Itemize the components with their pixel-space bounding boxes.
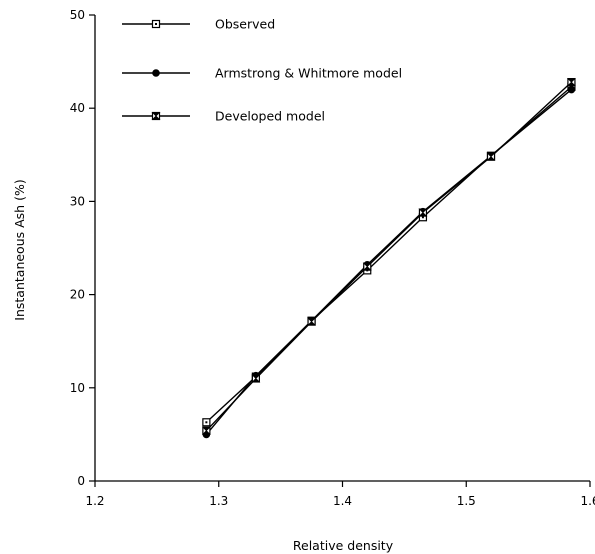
y-tick-label: 30	[70, 194, 85, 208]
observed-marker-dot	[155, 23, 157, 25]
armstrong-whitmore-series-line	[205, 89, 572, 435]
x-axis-title: Relative density	[293, 538, 394, 553]
y-tick-label: 20	[70, 288, 85, 302]
observed-series-point	[202, 418, 211, 427]
developed-marker-hourglass	[251, 374, 261, 383]
legend-item-developed-model: Developed model	[122, 109, 325, 124]
developed-marker-hourglass	[418, 208, 428, 217]
legend-marker	[151, 111, 161, 121]
armstrong-whitmore-series-point	[567, 85, 576, 94]
developed-model-series-point	[418, 208, 428, 217]
developed-model-series-point	[486, 152, 496, 161]
y-tick-label: 0	[77, 474, 85, 488]
legend-marker	[151, 19, 161, 29]
legend-item-observed: Observed	[122, 17, 275, 32]
observed-series-line	[205, 86, 572, 423]
x-tick-label: 1.5	[457, 494, 476, 508]
x-tick-label: 1.6	[580, 494, 595, 508]
developed-marker-hourglass	[201, 426, 211, 435]
developed-model-series	[201, 78, 576, 435]
y-tick-label: 40	[70, 101, 85, 115]
plot-area	[201, 78, 576, 439]
armstrong-whitmore-series	[202, 85, 576, 439]
x-tick-label: 1.3	[209, 494, 228, 508]
x-tick-label: 1.4	[333, 494, 352, 508]
y-axis-title: Instantaneous Ash (%)	[12, 179, 27, 320]
legend-label: Observed	[215, 17, 275, 32]
legend-label: Armstrong & Whitmore model	[215, 66, 402, 81]
developed-model-series-point	[251, 374, 261, 383]
legend: Observed Armstrong & Whitmore model Develo…	[122, 17, 402, 124]
developed-marker-hourglass	[307, 317, 317, 326]
developed-model-series-point	[362, 262, 372, 271]
developed-model-series-point	[307, 317, 317, 326]
legend-item-armstrong-whitmore: Armstrong & Whitmore model	[122, 66, 402, 81]
x-tick-label: 1.2	[85, 494, 104, 508]
chart-axes: 0 10 20 30 40 50 1.2 1.3 1.4 1.5 1.6	[70, 8, 595, 508]
y-tick-label: 10	[70, 381, 85, 395]
developed-marker-hourglass	[566, 78, 576, 87]
legend-label: Developed model	[215, 109, 325, 124]
developed-marker-hourglass	[151, 112, 161, 120]
developed-model-series-point	[201, 426, 211, 435]
legend-marker	[152, 69, 160, 77]
developed-model-series-point	[566, 78, 576, 87]
y-tick-label: 50	[70, 8, 85, 22]
observed-marker-dot	[421, 216, 424, 219]
developed-marker-hourglass	[486, 152, 496, 161]
developed-marker-hourglass	[362, 262, 372, 271]
observed-marker-dot	[205, 421, 208, 424]
